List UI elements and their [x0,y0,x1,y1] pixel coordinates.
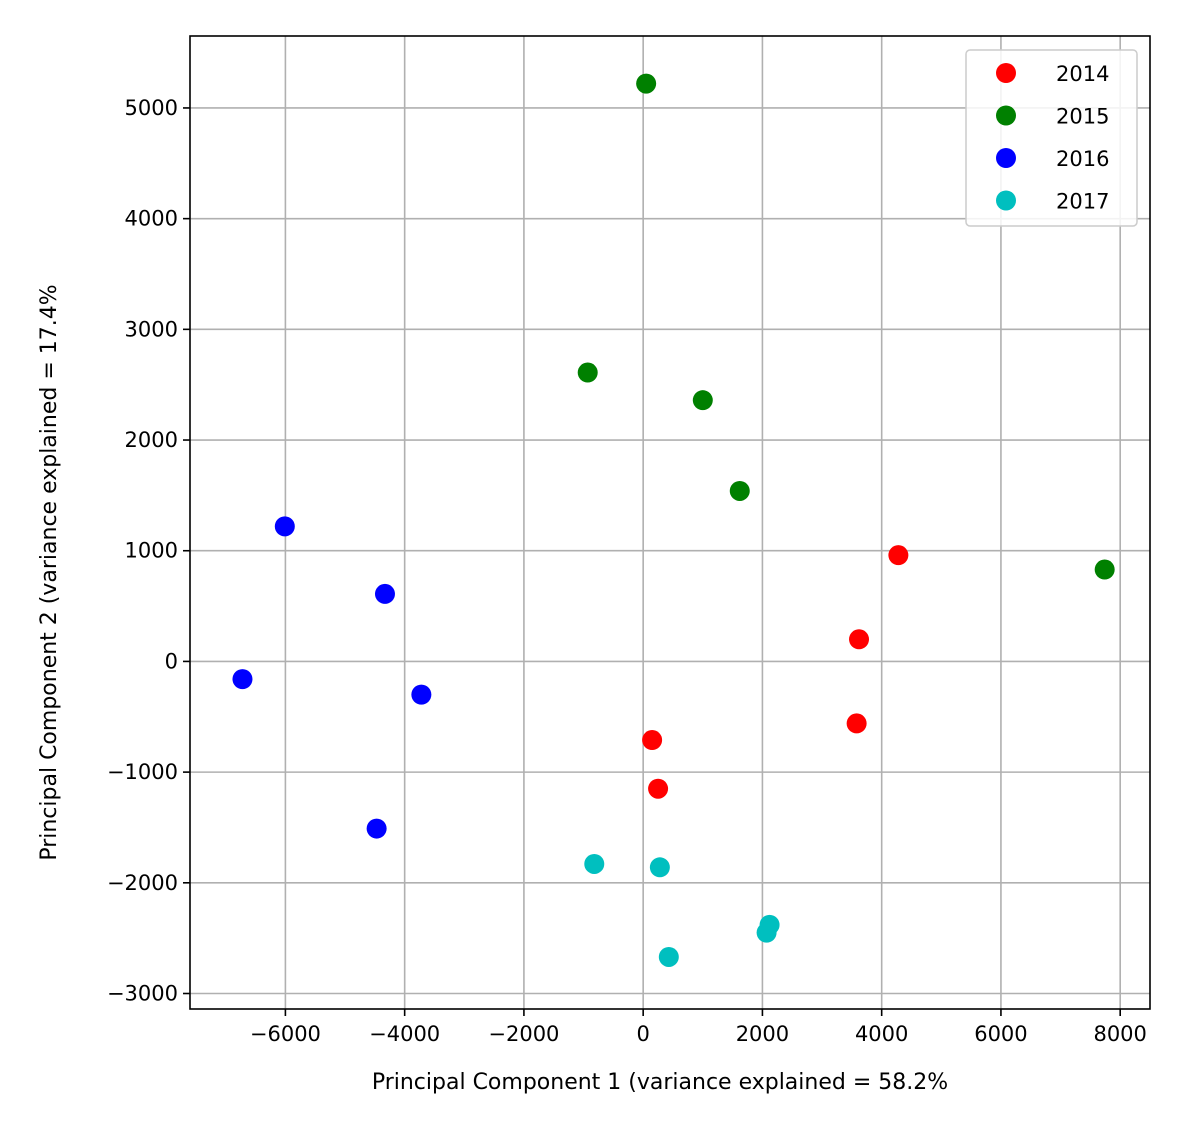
legend-marker-2015 [996,105,1016,126]
point-2017 [649,857,670,878]
point-2015 [1094,559,1115,580]
legend-label-2014: 2014 [1056,62,1109,86]
point-2016 [374,583,395,604]
legend-marker-2014 [996,63,1016,83]
point-2014 [849,629,870,650]
x-tick-label: 8000 [1093,1022,1146,1046]
point-2014 [888,545,909,566]
x-tick-label: −6000 [250,1022,321,1046]
x-tick-label: 6000 [974,1022,1027,1046]
y-tick-label: 0 [165,649,178,673]
point-2015 [729,480,750,501]
data-points [232,73,1115,967]
legend: 2014 2015 2016 2017 [965,49,1138,227]
point-2015 [577,362,598,383]
y-tick-label: 1000 [125,539,178,563]
point-2017 [756,922,777,943]
point-2016 [232,669,253,690]
plot-area-frame [189,35,1151,1010]
point-2016 [274,516,295,537]
x-tick-label: −4000 [369,1022,440,1046]
point-2015 [692,390,713,411]
legend-label-2015: 2015 [1056,105,1109,129]
legend-label-2016: 2016 [1056,147,1109,171]
legend-label-2017: 2017 [1056,190,1109,214]
point-2017 [584,853,605,874]
x-tick-label: −2000 [488,1022,559,1046]
point-2015 [636,73,657,94]
legend-frame [965,49,1138,227]
y-tick-label: −1000 [107,760,178,784]
y-axis-title: Principal Component 2 (variance explaine… [37,284,62,860]
legend-marker-2017 [996,190,1016,211]
point-2016 [366,818,387,839]
axis-ticks: −6000 −4000 −2000 0 2000 4000 6000 8000 −3000 −20… [107,96,1147,1046]
y-tick-label: 2000 [125,428,178,452]
x-tick-label: 0 [636,1022,649,1046]
point-2014 [846,713,867,734]
x-tick-label: 4000 [855,1022,908,1046]
point-2014 [648,778,669,799]
x-axis-title: Principal Component 1 (variance explaine… [372,1070,948,1095]
x-tick-label: 2000 [736,1022,789,1046]
y-tick-label: −3000 [107,982,178,1006]
y-tick-label: 4000 [125,207,178,231]
y-tick-label: 3000 [125,317,178,341]
point-2016 [411,684,432,705]
point-2017 [658,946,679,967]
legend-marker-2016 [996,148,1016,168]
y-tick-label: 5000 [125,96,178,120]
point-2014 [642,730,663,751]
y-tick-label: −2000 [107,871,178,895]
